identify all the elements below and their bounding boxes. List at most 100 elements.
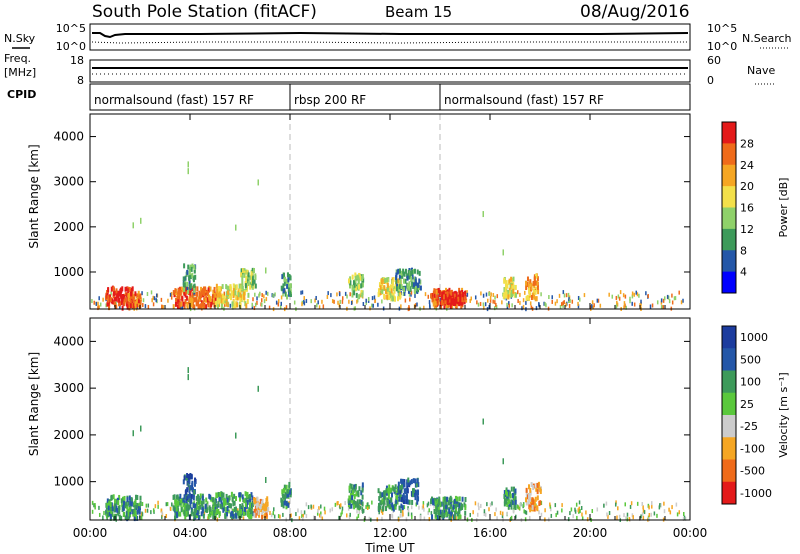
echo-cell bbox=[388, 484, 391, 490]
echo-cell bbox=[127, 508, 129, 513]
echo-cell bbox=[591, 304, 593, 309]
echo-cell bbox=[289, 489, 292, 495]
echo-cell bbox=[140, 297, 142, 302]
echo-cell bbox=[615, 304, 618, 309]
echo-cell bbox=[280, 497, 283, 503]
echo-cell bbox=[651, 303, 654, 308]
echo-cell bbox=[453, 498, 456, 504]
echo-cell bbox=[441, 299, 444, 305]
echo-cell bbox=[525, 493, 528, 499]
echo-cell bbox=[355, 292, 358, 298]
echo-cell bbox=[183, 494, 186, 500]
echo-cell bbox=[556, 299, 558, 304]
echo-cell bbox=[254, 302, 257, 307]
echo-cell bbox=[244, 283, 247, 289]
echo-cell bbox=[449, 295, 452, 301]
echo-cell bbox=[109, 294, 112, 300]
y-tick-label: 4000 bbox=[53, 334, 84, 348]
echo-cell bbox=[226, 511, 229, 517]
echo-cell bbox=[472, 510, 474, 515]
echo-cell bbox=[384, 278, 387, 284]
echo-cell bbox=[501, 300, 503, 305]
echo-cell bbox=[310, 504, 312, 509]
echo-cell bbox=[387, 291, 390, 297]
echo-cell bbox=[179, 286, 182, 292]
echo-cell bbox=[282, 272, 285, 278]
echo-cell bbox=[565, 293, 568, 298]
echo-cell bbox=[378, 502, 381, 508]
echo-cell bbox=[510, 499, 513, 505]
echo-cell bbox=[412, 488, 415, 494]
echo-cell bbox=[268, 305, 271, 310]
echo-cell bbox=[226, 285, 229, 291]
echo-cell bbox=[568, 303, 571, 308]
echo-cell bbox=[183, 511, 186, 517]
echo-cell bbox=[126, 304, 129, 310]
echo-cell bbox=[439, 501, 442, 507]
echo-cell bbox=[683, 515, 686, 520]
echo-cell bbox=[322, 304, 325, 309]
echo-cell bbox=[623, 305, 625, 310]
echo-cell bbox=[220, 294, 223, 300]
echo-cell bbox=[188, 492, 191, 498]
echo-cell bbox=[211, 510, 214, 516]
echo-cell bbox=[107, 295, 110, 301]
echo-cell bbox=[396, 283, 399, 289]
echo-cell bbox=[348, 515, 351, 520]
echo-cell bbox=[536, 276, 539, 282]
echo-cell bbox=[251, 280, 254, 286]
echo-cell bbox=[288, 485, 291, 491]
echo-cell bbox=[390, 492, 393, 498]
echo-cell bbox=[442, 294, 445, 300]
echo-cell bbox=[391, 295, 394, 301]
echo-cell bbox=[225, 284, 228, 290]
echo-cell bbox=[251, 304, 254, 309]
echo-cell bbox=[393, 504, 396, 510]
echo-cell bbox=[624, 502, 626, 507]
freq-label: Freq. bbox=[4, 52, 31, 65]
echo-cell bbox=[362, 301, 365, 306]
echo-cell bbox=[231, 510, 234, 516]
echo-cell bbox=[382, 501, 385, 507]
echo-cell bbox=[265, 497, 268, 503]
echo-cell bbox=[314, 298, 316, 303]
echo-cell bbox=[406, 488, 409, 494]
echo-cell bbox=[273, 507, 275, 512]
echo-cell bbox=[444, 500, 447, 506]
echo-cell bbox=[122, 511, 125, 517]
nsearch-label: N.Search bbox=[742, 32, 792, 45]
echo-cell bbox=[320, 514, 322, 519]
echo-cell bbox=[204, 291, 207, 297]
echo-cell bbox=[396, 495, 399, 501]
echo-cell bbox=[238, 492, 241, 498]
echo-cell bbox=[373, 295, 376, 300]
colorbar-swatch bbox=[722, 250, 736, 273]
echo-cell bbox=[437, 500, 440, 506]
echo-cell bbox=[660, 305, 663, 310]
echo-cell bbox=[242, 497, 245, 503]
echo-cell bbox=[574, 509, 577, 514]
echo-cell bbox=[202, 499, 205, 505]
echo-cell bbox=[285, 504, 288, 510]
colorbar-swatch bbox=[722, 186, 736, 208]
echo-cell bbox=[230, 491, 233, 497]
echo-cell bbox=[283, 494, 286, 500]
echo-cell bbox=[185, 295, 188, 301]
echo-cell bbox=[678, 510, 681, 515]
echo-cell bbox=[189, 274, 192, 280]
echo-cell bbox=[113, 503, 116, 509]
echo-cell bbox=[381, 288, 384, 294]
echo-cell bbox=[397, 278, 400, 284]
echo-cell bbox=[402, 268, 405, 274]
echo-cell bbox=[152, 295, 155, 300]
echo-cell bbox=[435, 509, 438, 515]
echo-cell bbox=[271, 293, 274, 298]
echo-cell bbox=[338, 303, 341, 308]
echo-cell bbox=[317, 508, 319, 513]
echo-cell bbox=[538, 510, 540, 515]
echo-cell bbox=[464, 510, 467, 516]
echo-cell bbox=[445, 508, 448, 514]
echo-cell bbox=[527, 499, 530, 505]
echo-cell bbox=[351, 490, 354, 496]
echo-cell bbox=[445, 302, 448, 308]
